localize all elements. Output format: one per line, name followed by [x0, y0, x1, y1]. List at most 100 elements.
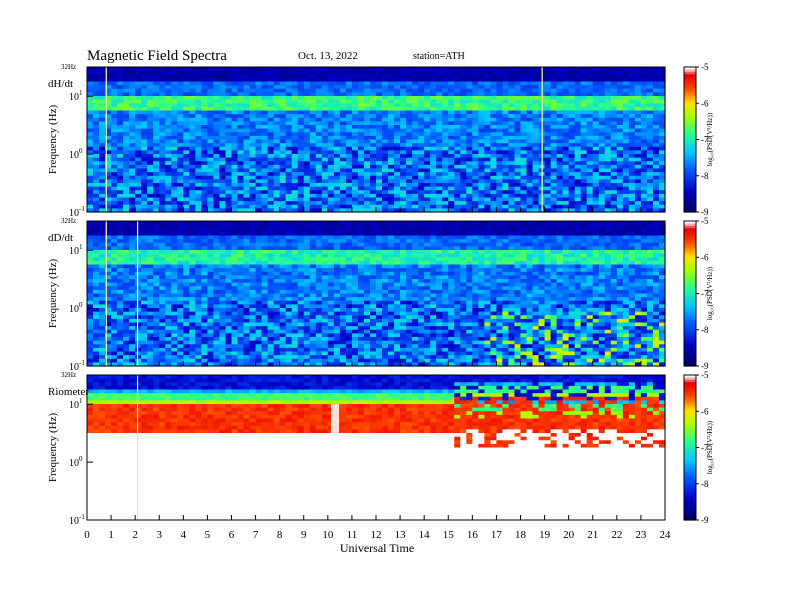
heatmap-cell — [117, 154, 124, 159]
heatmap-cell — [93, 322, 100, 327]
heatmap-cell — [357, 183, 365, 188]
heatmap-cell — [219, 300, 227, 305]
heatmap-cell — [394, 143, 401, 148]
heatmap-cell — [225, 168, 233, 173]
heatmap-cell — [105, 117, 112, 122]
heatmap-cell — [225, 362, 233, 367]
heatmap-cell — [159, 358, 166, 363]
heatmap-cell — [285, 92, 293, 97]
heatmap-cell — [123, 322, 130, 327]
heatmap-cell — [634, 204, 642, 209]
heatmap-cell — [460, 96, 467, 101]
heatmap-cell — [201, 117, 209, 122]
heatmap-cell — [141, 117, 148, 122]
heatmap-cell — [598, 85, 606, 90]
heatmap-cell — [267, 96, 275, 101]
heatmap-cell — [111, 271, 118, 276]
heatmap-cell — [610, 193, 618, 199]
heatmap-cell — [135, 146, 142, 151]
heatmap-cell — [466, 132, 473, 137]
heatmap-cell — [117, 139, 124, 144]
heatmap-cell — [213, 293, 221, 298]
heatmap-cell — [622, 74, 630, 79]
heatmap-cell — [520, 117, 528, 122]
heatmap-cell — [117, 271, 124, 276]
heatmap-cell — [327, 110, 335, 115]
heatmap-cell — [382, 121, 389, 126]
heatmap-cell — [484, 164, 491, 170]
heatmap-cell — [345, 99, 353, 104]
heatmap-cell — [658, 114, 666, 119]
heatmap-cell — [520, 99, 528, 104]
heatmap-cell — [327, 67, 335, 72]
heatmap-cell — [436, 74, 443, 79]
heatmap-cell — [165, 308, 172, 313]
heatmap-cell — [201, 172, 209, 177]
heatmap-cell — [400, 81, 407, 86]
heatmap-cell — [243, 168, 251, 173]
heatmap-cell — [105, 275, 112, 280]
heatmap-cell — [496, 67, 504, 72]
heatmap-cell — [219, 204, 227, 209]
heatmap-cell — [135, 208, 142, 213]
heatmap-cell — [604, 110, 612, 115]
heatmap-cell — [466, 103, 473, 108]
heatmap-cell — [586, 139, 594, 144]
heatmap-cell — [568, 106, 576, 112]
heatmap-cell — [237, 246, 245, 251]
heatmap-cell — [165, 190, 172, 195]
heatmap-cell — [315, 103, 323, 108]
heatmap-cell — [400, 146, 407, 151]
heatmap-cell — [135, 74, 142, 79]
heatmap-cell — [177, 297, 184, 302]
heatmap-cell — [129, 74, 136, 79]
heatmap-cell — [243, 190, 251, 195]
heatmap-cell — [93, 289, 100, 295]
heatmap-cell — [159, 183, 166, 188]
heatmap-cell — [123, 92, 130, 97]
heatmap-cell — [225, 300, 233, 305]
heatmap-cell — [490, 92, 498, 97]
heatmap-cell — [213, 179, 221, 184]
heatmap-cell — [195, 231, 202, 237]
heatmap-cell — [279, 183, 287, 188]
heatmap-cell — [207, 268, 215, 273]
heatmap-cell — [267, 208, 275, 213]
heatmap-cell — [207, 329, 215, 334]
heatmap-cell — [454, 143, 461, 148]
heatmap-cell — [123, 286, 130, 291]
heatmap-cell — [520, 135, 528, 141]
heatmap-cell — [502, 143, 510, 148]
heatmap-cell — [219, 128, 227, 133]
heatmap-cell — [99, 190, 106, 195]
colorbar-step — [684, 139, 696, 143]
heatmap-cell — [321, 106, 329, 112]
heatmap-cell — [622, 146, 630, 151]
heatmap-cell — [165, 286, 172, 291]
heatmap-cell — [105, 103, 112, 108]
heatmap-cell — [231, 231, 239, 237]
heatmap-cell — [87, 275, 94, 280]
heatmap-cell — [496, 175, 504, 180]
heatmap-cell — [177, 351, 184, 356]
heatmap-cell — [526, 183, 534, 188]
heatmap-cell — [159, 168, 166, 173]
heatmap-cell — [351, 168, 359, 173]
heatmap-cell — [171, 264, 178, 269]
heatmap-cell — [406, 110, 413, 115]
heatmap-cell — [454, 183, 461, 188]
heatmap-cell — [189, 99, 196, 104]
heatmap-cell — [610, 186, 618, 191]
heatmap-cell — [466, 208, 473, 213]
heatmap-cell — [658, 106, 666, 112]
heatmap-cell — [291, 183, 299, 188]
heatmap-cell — [556, 175, 564, 180]
heatmap-cell — [207, 253, 215, 258]
heatmap-cell — [171, 253, 178, 258]
heatmap-cell — [153, 103, 160, 108]
heatmap-cell — [357, 99, 365, 104]
heatmap-cell — [129, 132, 136, 137]
heatmap-cell — [171, 168, 178, 173]
heatmap-cell — [135, 293, 142, 298]
heatmap-cell — [297, 204, 305, 209]
